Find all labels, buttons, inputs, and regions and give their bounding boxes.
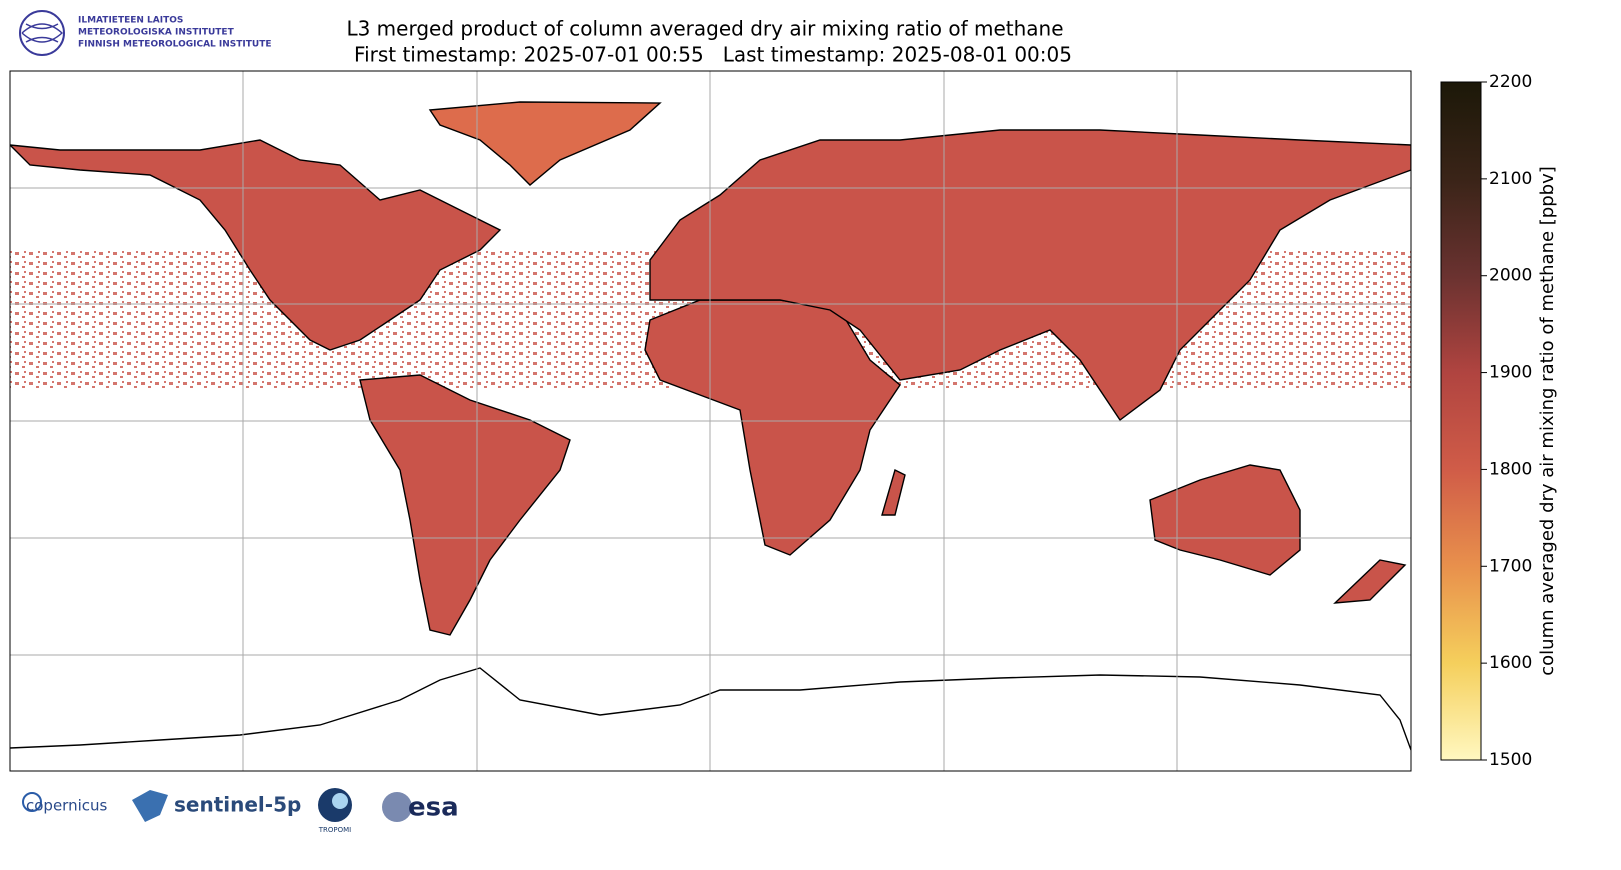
logo-text: TROPOMI — [318, 826, 351, 834]
institute-name: ILMATIETEEN LAITOS — [78, 16, 183, 26]
copernicus-icon — [22, 792, 42, 812]
institute-name: FINNISH METEOROLOGICAL INSTITUTE — [78, 40, 272, 50]
colorbar-tick-label: 2200 — [1489, 72, 1532, 92]
south-america — [359, 374, 571, 636]
colorbar-tick-label: 2100 — [1489, 169, 1532, 189]
subtitle: First timestamp: 2025-07-01 00:55 Last t… — [354, 43, 1072, 67]
colorbar-tick-label: 1800 — [1489, 459, 1532, 479]
esa-icon — [382, 792, 412, 822]
greenland — [428, 101, 662, 186]
title: L3 merged product of column averaged dry… — [346, 17, 1063, 41]
colorbar-label: column averaged dry air mixing ratio of … — [1537, 166, 1558, 676]
footer-logos: copernicus sentinel-5p TROPOMI esa — [22, 788, 459, 834]
graticule — [10, 71, 1411, 771]
colorbar-ramp — [1440, 81, 1482, 761]
colorbar: column averaged dry air mixing ratio of … — [1440, 72, 1558, 770]
australia — [1149, 464, 1301, 576]
map — [10, 71, 1411, 771]
institute-name: METEOROLOGISKA INSTITUTET — [78, 28, 235, 38]
fmi-logo: ILMATIETEEN LAITOS METEOROLOGISKA INSTIT… — [19, 10, 272, 56]
colorbar-tick-label: 1500 — [1489, 750, 1532, 770]
colorbar-tick-label: 2000 — [1489, 266, 1532, 286]
north-america — [10, 139, 502, 351]
sentinel-icon — [132, 790, 168, 822]
eurasia — [649, 129, 1411, 422]
tropomi-icon — [332, 793, 348, 809]
logo-text: copernicus — [26, 797, 108, 815]
logo-text: esa — [408, 793, 459, 823]
antarctica-coast — [10, 667, 1411, 751]
colorbar-tick-label: 1900 — [1489, 363, 1532, 383]
madagascar — [881, 468, 906, 516]
colorbar-tick-label: 1600 — [1489, 653, 1532, 673]
map-frame — [9, 70, 1412, 772]
colorbar-tick-label: 1700 — [1489, 556, 1532, 576]
new-zealand — [1333, 559, 1407, 604]
logo-text: sentinel-5p — [174, 793, 301, 817]
